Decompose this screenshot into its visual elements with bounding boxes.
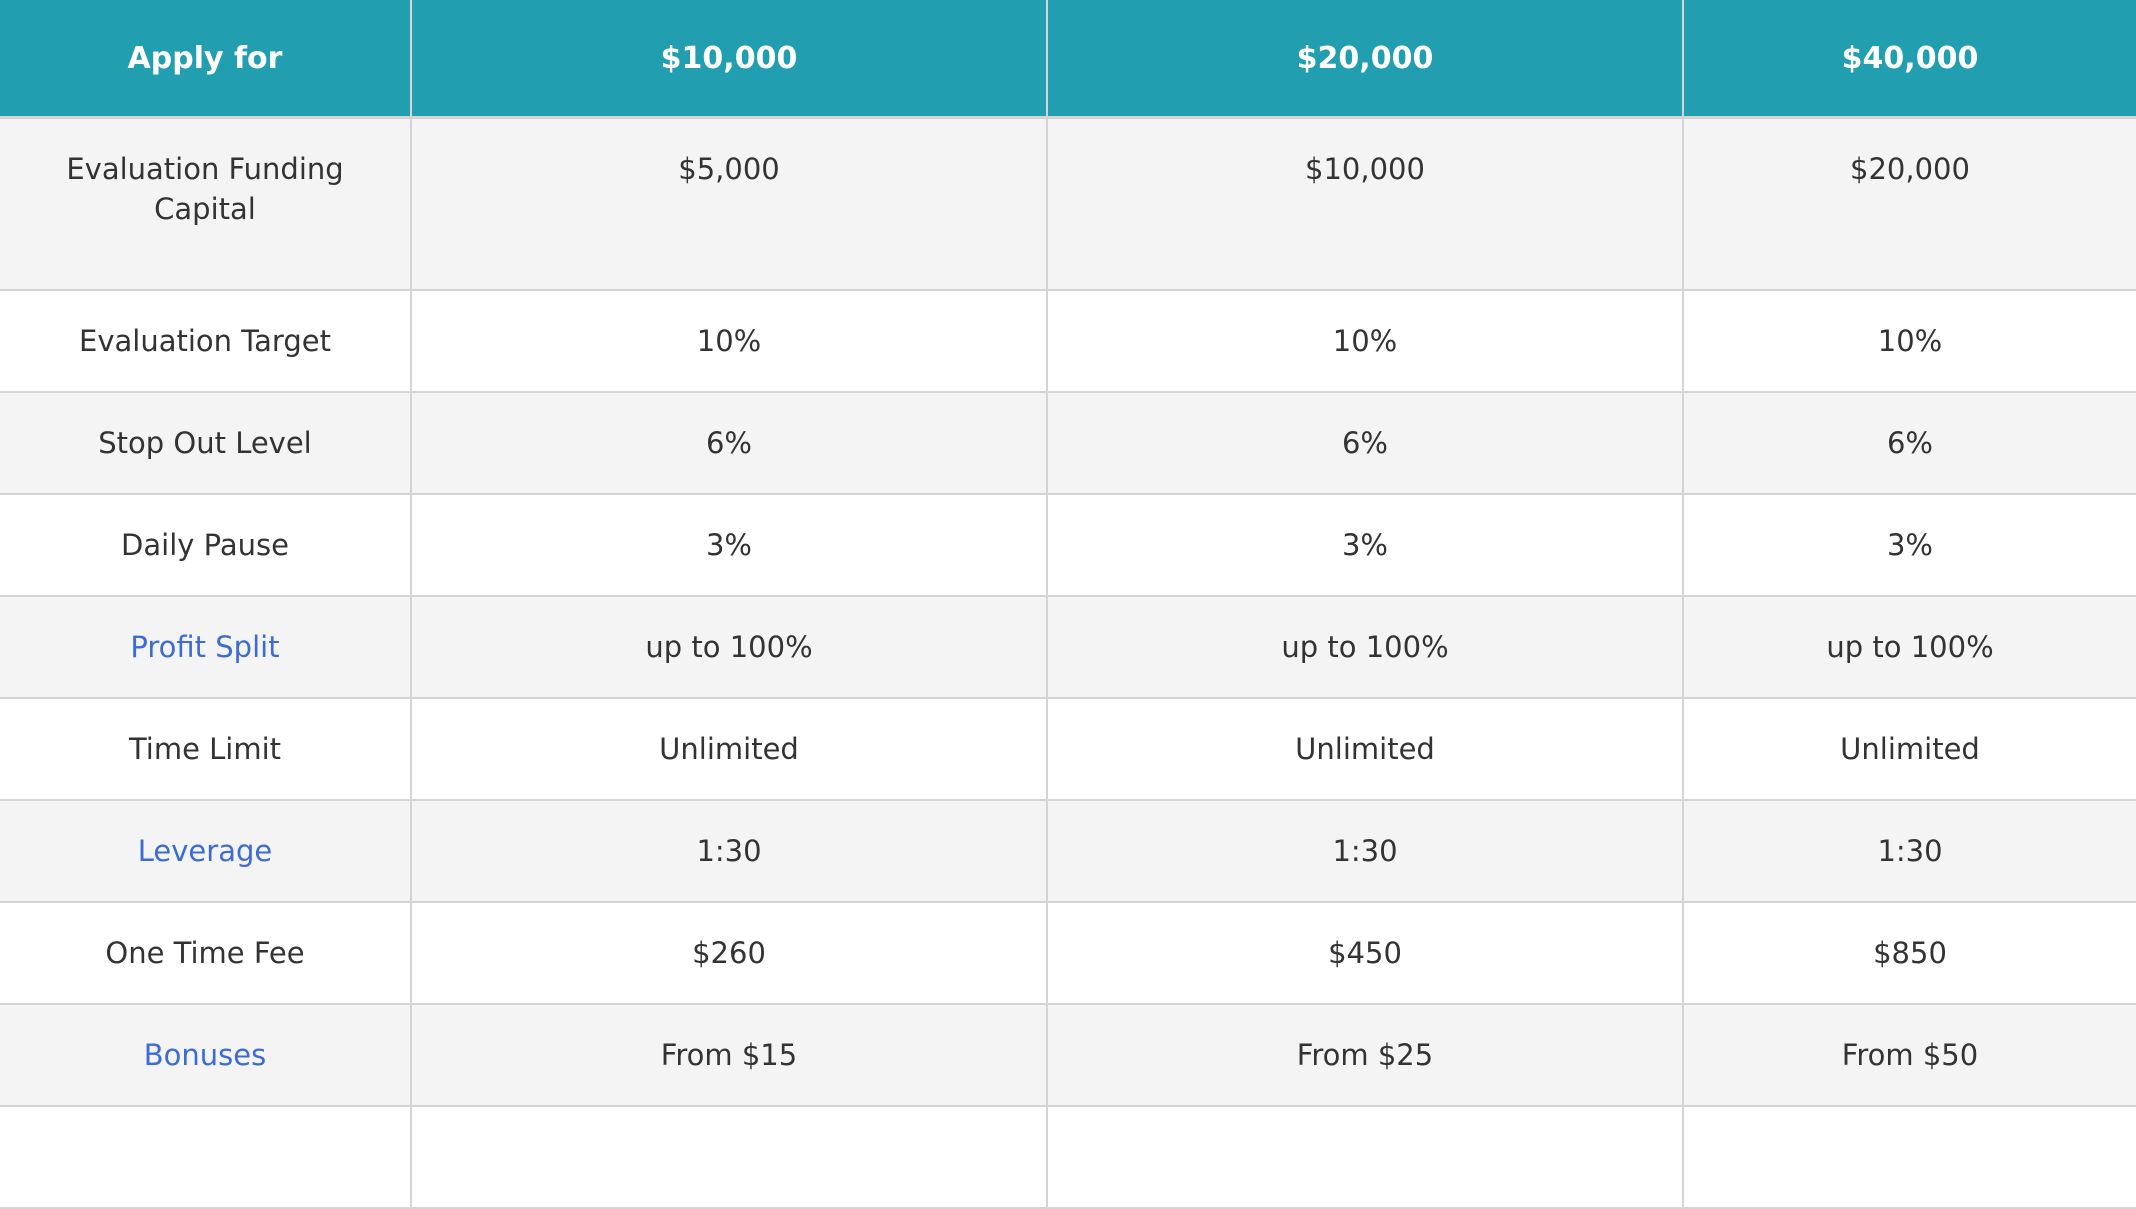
- table-row: Leverage 1:30 1:30 1:30: [0, 800, 2136, 903]
- table-row: One Time Fee $260 $450 $850: [0, 902, 2136, 1005]
- table-cell: up to 100%: [411, 596, 1048, 699]
- table-cell: 6%: [411, 392, 1048, 495]
- table-cell: From $15: [411, 1004, 1048, 1107]
- table-cell: Unlimited: [1683, 698, 2136, 801]
- table-cell: From $25: [1047, 1004, 1684, 1107]
- table-cell: 10%: [411, 290, 1048, 393]
- table-cell: $20,000: [1683, 117, 2136, 291]
- table-cell: 6%: [1683, 392, 2136, 495]
- table-row: Stop Out Level 6% 6% 6%: [0, 392, 2136, 495]
- table-cell: Unlimited: [411, 698, 1048, 801]
- row-label-link[interactable]: Profit Split: [0, 596, 412, 699]
- row-label: One Time Fee: [0, 902, 412, 1005]
- table-cell: [411, 1106, 1048, 1209]
- table-row: Profit Split up to 100% up to 100% up to 10…: [0, 596, 2136, 699]
- table-header-row: Apply for $10,000 $20,000 $40,000: [0, 0, 2136, 119]
- row-label: Stop Out Level: [0, 392, 412, 495]
- table-row: Bonuses From $15 From $25 From $50: [0, 1004, 2136, 1107]
- table-cell: Unlimited: [1047, 698, 1684, 801]
- table-cell: 10%: [1683, 290, 2136, 393]
- table-row: Evaluation Target 10% 10% 10%: [0, 290, 2136, 393]
- header-plan-20000: $20,000: [1047, 0, 1684, 119]
- table-cell: $850: [1683, 902, 2136, 1005]
- table-cell: [1047, 1106, 1684, 1209]
- row-label: Evaluation Target: [0, 290, 412, 393]
- table-cell: $5,000: [411, 117, 1048, 291]
- table-cell: [0, 1106, 412, 1209]
- table-cell: 3%: [1047, 494, 1684, 597]
- row-label: Time Limit: [0, 698, 412, 801]
- row-label-link[interactable]: Leverage: [0, 800, 412, 903]
- row-label-link[interactable]: Bonuses: [0, 1004, 412, 1107]
- table-cell: [1683, 1106, 2136, 1209]
- table-cell: $450: [1047, 902, 1684, 1005]
- table-cell: up to 100%: [1047, 596, 1684, 699]
- table-row: [0, 1106, 2136, 1209]
- table-cell: From $50: [1683, 1004, 2136, 1107]
- header-plan-40000: $40,000: [1683, 0, 2136, 119]
- table-row: Evaluation Funding Capital $5,000 $10,000 $…: [0, 117, 2136, 291]
- table-cell: $260: [411, 902, 1048, 1005]
- row-label: Daily Pause: [0, 494, 412, 597]
- header-plan-10000: $10,000: [411, 0, 1048, 119]
- row-label: Evaluation Funding Capital: [0, 117, 412, 291]
- table-cell: up to 100%: [1683, 596, 2136, 699]
- table-cell: 1:30: [1047, 800, 1684, 903]
- table-row: Time Limit Unlimited Unlimited Unlimited: [0, 698, 2136, 801]
- table-cell: 10%: [1047, 290, 1684, 393]
- table-cell: $10,000: [1047, 117, 1684, 291]
- table-cell: 1:30: [411, 800, 1048, 903]
- table-row: Daily Pause 3% 3% 3%: [0, 494, 2136, 597]
- table-cell: 1:30: [1683, 800, 2136, 903]
- header-apply-for: Apply for: [0, 0, 412, 119]
- table-cell: 3%: [411, 494, 1048, 597]
- table-cell: 6%: [1047, 392, 1684, 495]
- table-cell: 3%: [1683, 494, 2136, 597]
